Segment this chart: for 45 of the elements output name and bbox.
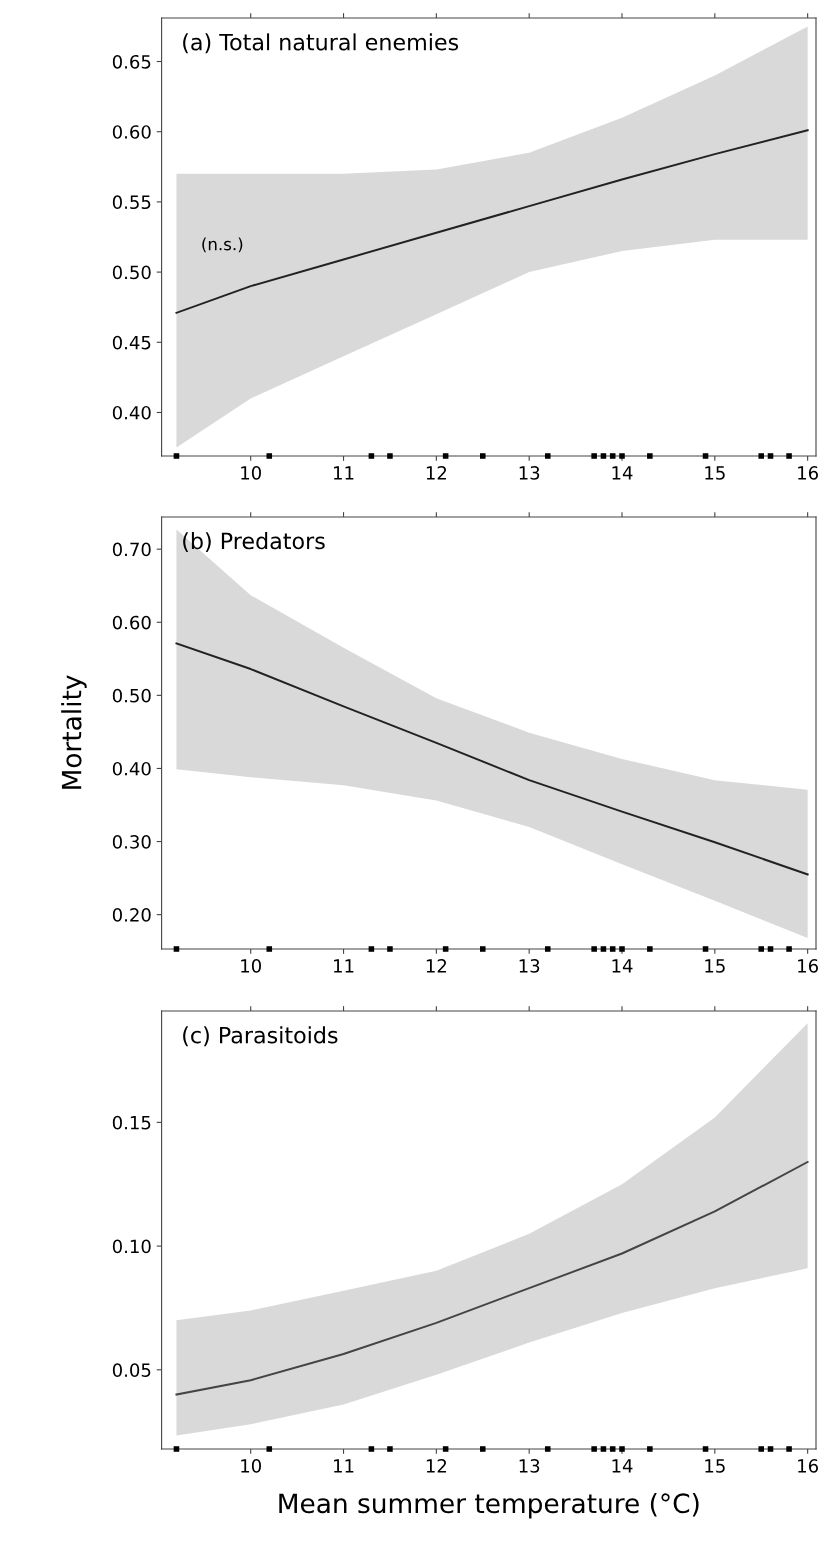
x-tick-label: 10 [241, 1459, 261, 1473]
x-tick-label: 14 [612, 1459, 633, 1473]
x-tick-label: 10 [241, 466, 261, 480]
y-axis-title: Mortality [61, 675, 87, 789]
x-tick-label: 15 [705, 466, 725, 480]
line-series [175, 1160, 809, 1396]
y-tick-label: 0.05 [112, 1363, 151, 1377]
x-tick-label: 13 [519, 959, 540, 973]
x-tick-label: 15 [705, 959, 725, 973]
text: (b) Predators [183, 532, 325, 552]
x-tick-label: 12 [426, 1459, 447, 1473]
y-tick-label: 0.55 [112, 195, 151, 210]
y-tick-label: 0.70 [112, 542, 151, 557]
y-tick-label: 0.50 [112, 688, 151, 703]
y-tick-label: 0.60 [112, 615, 151, 630]
x-tick-label: 14 [612, 466, 633, 480]
y-tick-label: 0.30 [112, 835, 151, 849]
y-tick-label: 0.40 [112, 405, 151, 420]
x-tick-label: 16 [798, 959, 818, 973]
x-tick-label: 11 [334, 959, 354, 973]
y-tick-label: 0.20 [112, 908, 151, 922]
x-tick-label: 10 [241, 959, 261, 973]
text: (c) Parasitoids [183, 1026, 338, 1047]
y-tick-label: 0.40 [112, 761, 151, 776]
x-tick-label: 14 [612, 959, 633, 973]
x-axis-title: Mean summer temperature (°C) [279, 1492, 699, 1519]
y-tick-label: 0.60 [112, 125, 151, 139]
y-tick-label: 0.45 [112, 335, 151, 350]
y-tick-label: 0.15 [112, 1115, 151, 1130]
y-tick-label: 0.10 [112, 1239, 151, 1254]
x-tick-label: 16 [798, 1459, 818, 1473]
annotation: (n.s.) [202, 237, 243, 253]
x-tick-label: 15 [705, 1459, 725, 1473]
line-series [175, 129, 809, 314]
x-tick-label: 16 [798, 466, 818, 480]
text: (a) Total natural enemies [183, 33, 459, 54]
x-tick-label: 12 [426, 959, 447, 973]
x-tick-label: 11 [334, 466, 354, 480]
y-tick-label: 0.50 [112, 265, 151, 280]
x-tick-label: 12 [426, 466, 447, 480]
x-tick-label: 13 [519, 1459, 540, 1473]
x-tick-label: 11 [334, 1459, 354, 1473]
y-tick-label: 0.65 [112, 54, 151, 69]
x-tick-label: 13 [519, 466, 540, 480]
line-series [175, 642, 809, 876]
